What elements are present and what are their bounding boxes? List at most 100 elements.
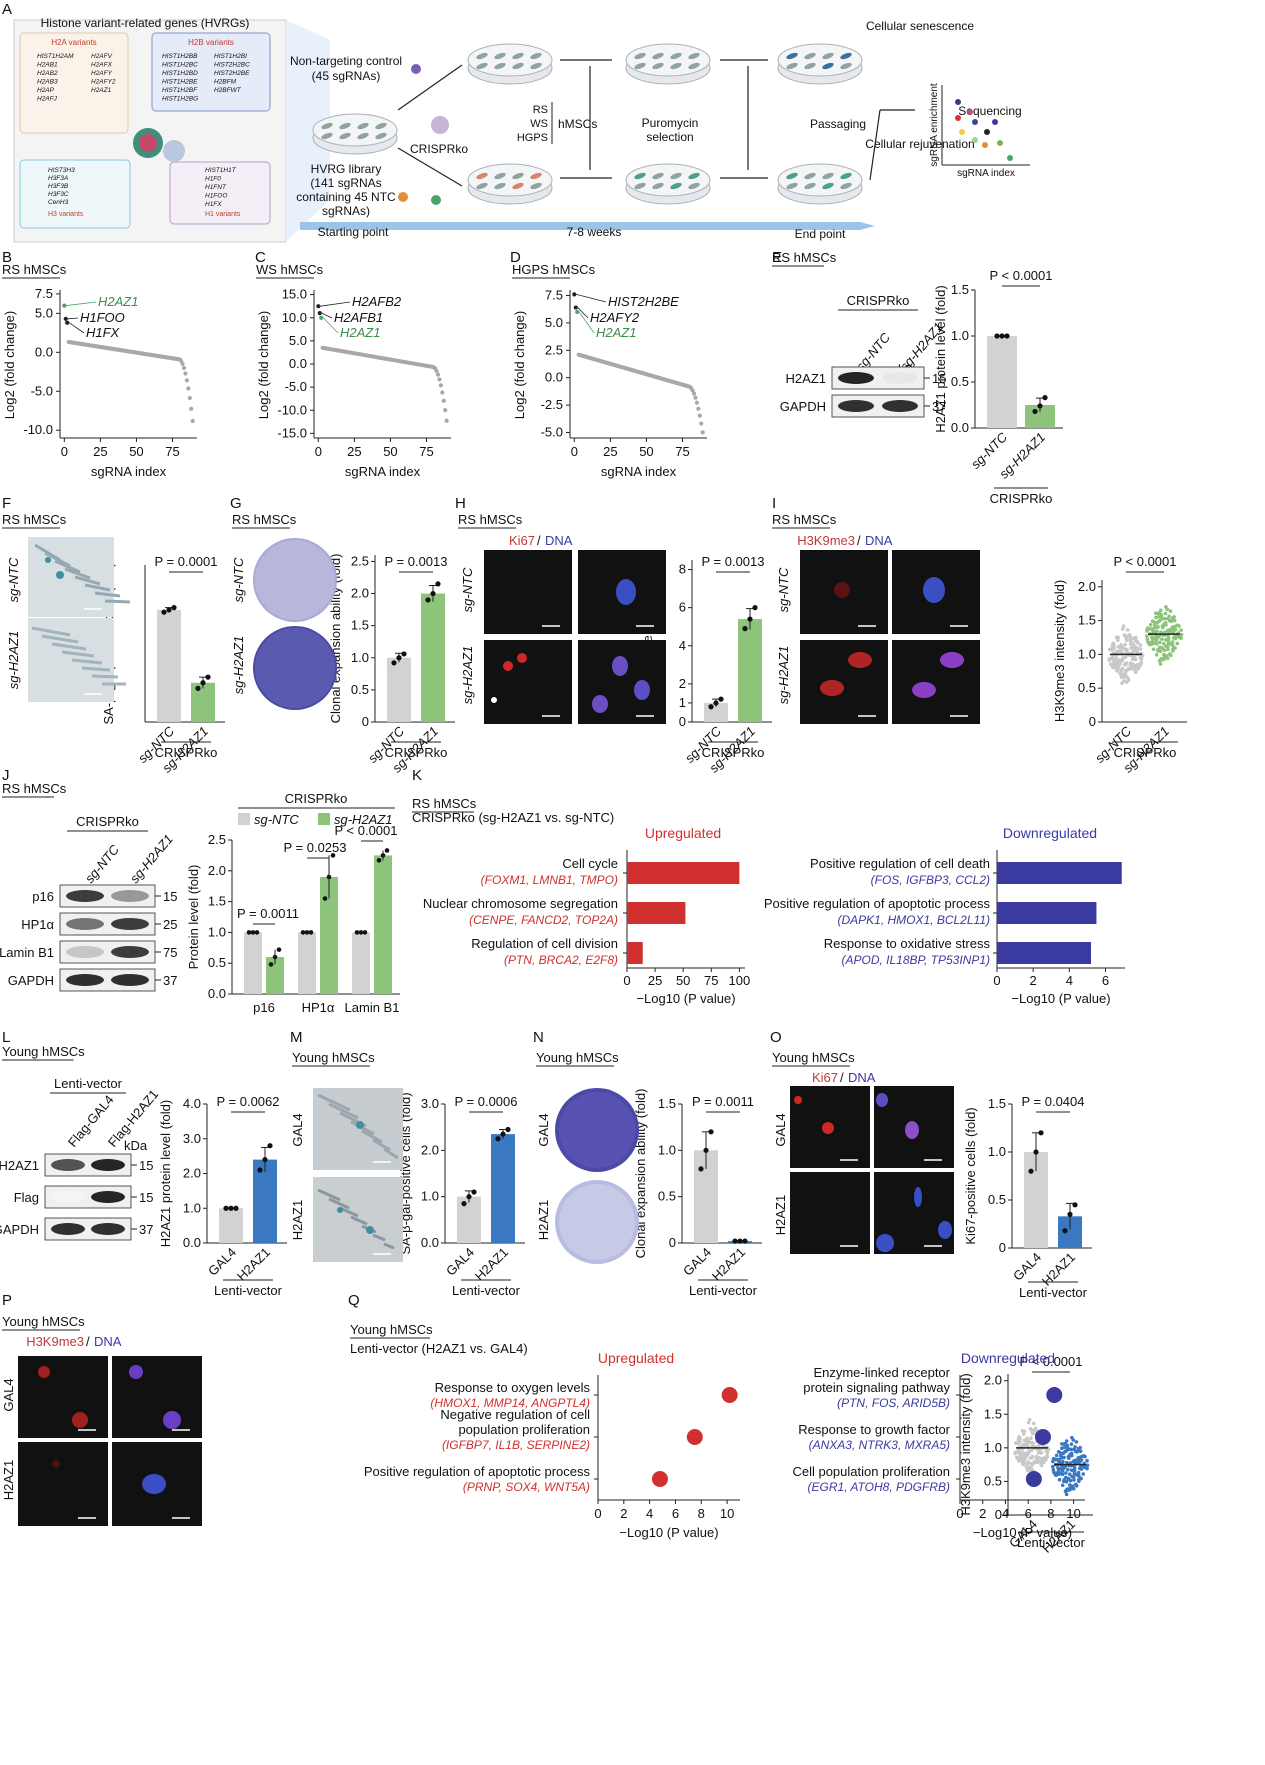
cell-point (1163, 611, 1168, 616)
ki67-h2az1-image-bg (790, 1172, 870, 1254)
bar (219, 1208, 243, 1243)
band (91, 1223, 125, 1235)
y-tick-label: 7.5 (545, 287, 563, 302)
puromycin-label: Puromycin (642, 116, 699, 130)
cell-point (1052, 1456, 1056, 1461)
data-point (401, 651, 407, 657)
western-blot-panell: Young hMSCsLenti-vectorFlag-GAL4Flag-H2A… (0, 1044, 161, 1241)
cell-icon (339, 122, 351, 130)
group-label: Lenti-vector (214, 1283, 283, 1298)
p-value: P = 0.0001 (154, 554, 217, 569)
enrich-dot (992, 119, 998, 125)
cell-icon (476, 62, 488, 70)
screen-plot-c: WS hMSCs 15.0 10.0 5.0 0.0 -5.0 -10.0 -15.0 0 25 5… (256, 262, 451, 479)
band (66, 946, 104, 958)
dot-chart-q-down: Downregulated Enzyme-linked receptorprote… (792, 1350, 1085, 1540)
cell-icon (494, 52, 506, 60)
cell-point (1154, 642, 1159, 646)
data-point (300, 930, 306, 935)
screen-point (62, 303, 67, 308)
passaging-label: Passaging (810, 117, 866, 131)
data-point (721, 1387, 738, 1403)
term-label: Nuclear chromosome segregation (423, 896, 618, 911)
crispr-icon (431, 116, 449, 134)
data-point (1072, 1202, 1078, 1208)
dish-ntc-1-lid (467, 43, 553, 77)
gene-list: (PTN, FOS, ARID5B) (837, 1396, 950, 1410)
y-tick-label: 1.0 (988, 1144, 1006, 1159)
y-tick-label: 5.0 (289, 333, 307, 348)
data-point (391, 660, 397, 666)
cell-shape (74, 575, 101, 586)
y-axis-label: Protein level (fold) (186, 865, 201, 970)
x-tick-label: 75 (165, 444, 179, 459)
y-tick-label: 1.0 (1078, 646, 1096, 661)
start-label: Starting point (318, 225, 389, 239)
nucleus (52, 1460, 60, 1468)
cell-point (1064, 1488, 1069, 1493)
category-label: HP1α (302, 1000, 335, 1015)
kda-value: 25 (163, 917, 177, 932)
cell-point (1068, 1478, 1073, 1483)
cell-icon (840, 172, 852, 180)
panel-letter-d: D (510, 249, 521, 266)
data-point (354, 930, 360, 935)
data-point (994, 333, 1000, 339)
cell-point (1125, 648, 1129, 652)
category-label: H2AZ1 (1039, 1250, 1078, 1289)
cell-point (1021, 1462, 1026, 1467)
cell-type: WS (530, 118, 548, 130)
cell-point (1151, 636, 1156, 641)
data-point (223, 1205, 229, 1211)
cell-point (1151, 647, 1156, 652)
bar (421, 593, 445, 722)
data-point (752, 605, 758, 611)
cell-point (1138, 664, 1142, 668)
data-point (166, 607, 172, 613)
h2a-gene: H2AB2 (37, 70, 58, 77)
stain-h3k9me3: H3K9me3 (797, 533, 855, 548)
cell-point (1052, 1470, 1056, 1475)
cell-shape (64, 567, 91, 580)
cell-point (1026, 1461, 1030, 1465)
p-value: P < 0.0001 (989, 268, 1052, 283)
data-point (308, 930, 314, 935)
direction-title: Upregulated (598, 1350, 674, 1366)
cell-icon (321, 132, 333, 140)
timeline-bar (300, 222, 875, 230)
nucleus (923, 577, 945, 603)
legend-label: sg-H2AZ1 (334, 812, 393, 827)
enrich-dot (959, 129, 965, 135)
cell-point (1119, 675, 1124, 680)
data-point (708, 1129, 714, 1135)
kda-label: kDa (124, 1138, 148, 1153)
data-point (1046, 1387, 1063, 1403)
kda-value: 15 (139, 1158, 153, 1173)
cell-point (1027, 1417, 1032, 1422)
h2b-gene: HIST1H2BF (162, 87, 198, 94)
cell-shape (91, 674, 119, 679)
row-label-ntc: sg-NTC (776, 567, 791, 612)
cell-point (1114, 635, 1119, 640)
cell-point (1158, 662, 1163, 666)
panel-q-subtitle: Young hMSCs (350, 1322, 433, 1337)
cell-type: RS (533, 104, 548, 116)
h2b-gene: HIST2H2BC (214, 62, 250, 69)
cell-point (1158, 658, 1163, 662)
data-point (205, 674, 211, 680)
nucleus (905, 1121, 919, 1139)
bar (987, 336, 1017, 428)
cell-point (1078, 1445, 1082, 1450)
cell-icon (688, 172, 700, 180)
cell-shape (317, 1188, 341, 1202)
panel-k-comparison: CRISPRko (sg-H2AZ1 vs. sg-NTC) (412, 810, 614, 825)
y-axis-label: Log2 (fold change) (256, 311, 271, 419)
blot-protein-label: GAPDH (8, 973, 54, 988)
enrich-ylabel: sgRNA enrichment (929, 83, 940, 167)
cell-icon (634, 182, 646, 190)
panel-i-subtitle: RS hMSCs (772, 512, 837, 527)
enrich-dot (955, 99, 961, 105)
cell-icon (822, 62, 834, 70)
